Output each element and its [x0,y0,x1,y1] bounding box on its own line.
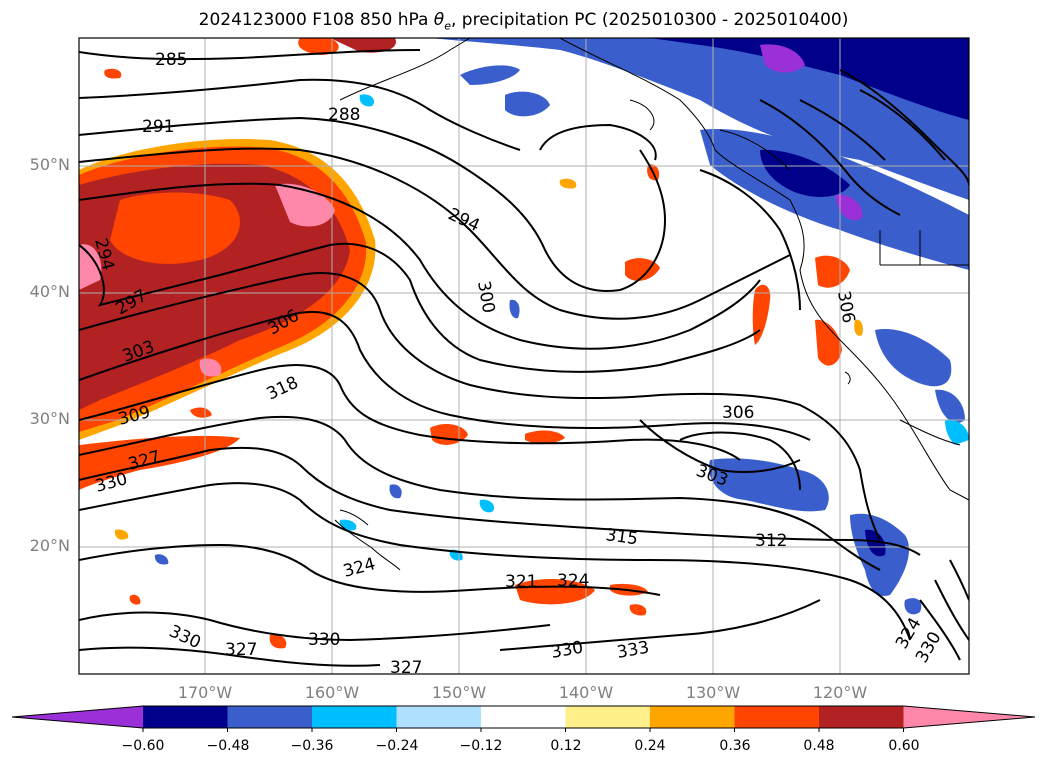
lat-tick-label: 20°N [29,536,70,555]
contour-label: 312 [755,531,787,551]
colorbar-segment [819,706,904,728]
lat-tick-label: 30°N [29,409,70,428]
colorbar-label: 0.60 [888,738,920,754]
colorbar-label: −0.24 [375,738,419,754]
lon-tick-label: 120°W [812,683,868,702]
colorbar-segment [396,706,482,728]
contour-label: 288 [328,105,360,125]
colorbar-label: 0.12 [550,738,582,754]
contour-label: 285 [155,50,187,70]
colorbar [11,705,1036,732]
colorbar-extend-min [12,706,143,728]
colorbar-extend-max [903,706,1035,728]
contour-labels: 285 291 288 294 294 297 300 303 306 309 … [90,50,945,678]
contour-label: 291 [142,117,174,137]
lon-tick-label: 150°W [431,683,487,702]
contour-label: 315 [604,525,639,549]
theta-e-contours [79,49,969,667]
coastlines [334,38,969,571]
plot-frame [78,37,970,675]
colorbar-segment [734,706,820,728]
colorbar-label: 0.36 [719,738,751,754]
colorbar-segment [565,706,651,728]
colorbar-label: −0.48 [206,738,250,754]
colorbar-segment [650,706,735,728]
colorbar-label: 0.24 [634,738,666,754]
colorbar-label: −0.12 [459,738,503,754]
contour-label: 321 [505,572,537,592]
colorbar-label: −0.36 [290,738,334,754]
colorbar-label: −0.60 [121,738,165,754]
chart-title: 2024123000 F108 850 hPa θe, precipitatio… [198,10,849,33]
negative-pc-shading [154,38,969,615]
lat-tick-label: 50°N [29,155,70,174]
lon-tick-label: 130°W [685,683,741,702]
contour-label: 327 [225,640,257,660]
contour-label: 327 [390,658,422,678]
contour-label: 324 [557,571,589,591]
lat-tick-label: 40°N [29,282,70,301]
colorbar-label: 0.48 [803,738,835,754]
positive-pc-shading [79,38,863,649]
colorbar-segment [312,706,397,728]
lon-tick-label: 160°W [304,683,360,702]
contour-label: 306 [722,403,754,423]
colorbar-segment [143,706,228,728]
lon-tick-label: 170°W [177,683,233,702]
colorbar-segment [481,706,566,728]
colorbar-segment [227,706,313,728]
contour-label: 330 [308,630,340,650]
lon-tick-label: 140°W [558,683,614,702]
